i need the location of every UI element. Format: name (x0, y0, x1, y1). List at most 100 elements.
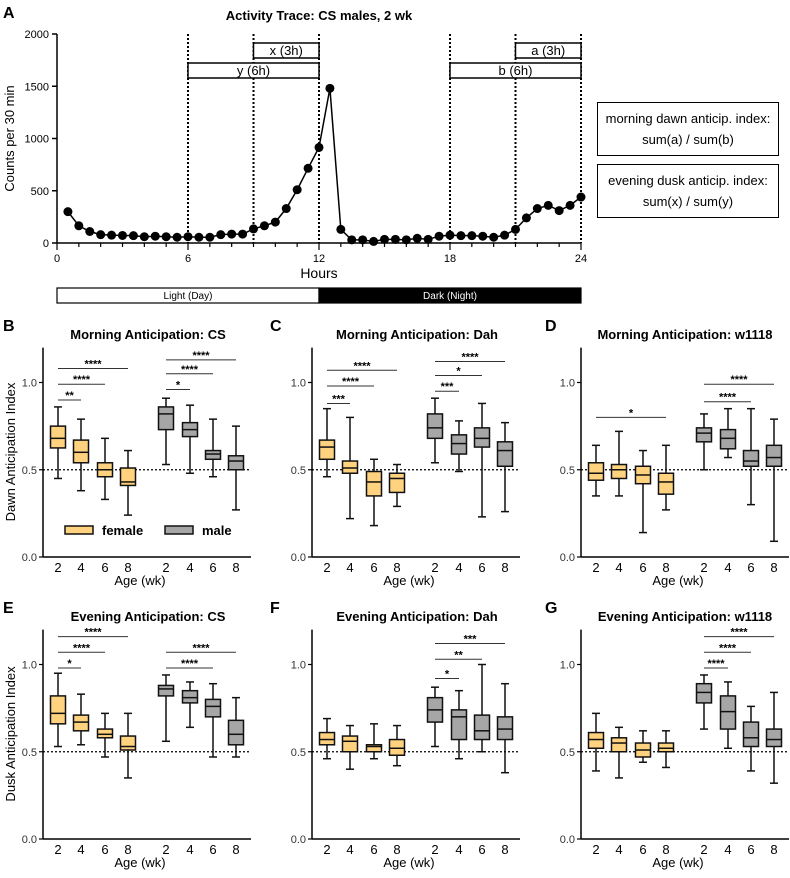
male-box-6wk (473, 402, 491, 518)
interval-label: b (6h) (499, 63, 533, 78)
x-tick-label: 6 (185, 253, 191, 265)
panel-label: D (545, 318, 557, 335)
significance-label: *** (332, 393, 346, 405)
male-box-8wk (765, 691, 783, 784)
significance-label: * (456, 366, 461, 378)
activity-point (107, 230, 117, 240)
x-tick-label: 4 (724, 560, 731, 575)
dark-phase-bar (318, 287, 582, 304)
female-box-2wk (587, 712, 605, 772)
significance-label: **** (707, 658, 725, 670)
activity-point (96, 230, 106, 240)
male-box-2wk (695, 674, 713, 730)
evening-index-formula: sum(x) / sum(y) (642, 194, 734, 209)
male-box-6wk (204, 682, 222, 758)
female-box-8wk (657, 444, 675, 511)
iqr-box (496, 716, 514, 741)
chart-title: Activity Trace: CS males, 2 wk (226, 8, 413, 23)
female-box-4wk (72, 418, 90, 492)
iqr-box (119, 735, 137, 751)
iqr-box (426, 413, 444, 440)
x-axis-label: Age (wk) (383, 573, 434, 588)
activity-point (576, 192, 586, 202)
female-box-4wk (610, 430, 628, 497)
activity-point (434, 231, 444, 241)
male-box-2wk (695, 413, 713, 471)
significance-label: **** (73, 642, 91, 654)
interval-box (187, 62, 320, 79)
activity-point (270, 217, 280, 227)
x-tick-label: 6 (747, 560, 754, 575)
panel-label: E (3, 600, 14, 617)
significance-label: * (445, 668, 450, 680)
x-tick-label: 4 (615, 842, 622, 857)
y-tick-label: 0.0 (291, 552, 306, 564)
female-box-4wk (341, 724, 359, 770)
male-box-2wk (157, 397, 175, 466)
iqr-box (72, 714, 90, 732)
x-tick-label: 4 (77, 842, 84, 857)
x-tick-label: 6 (209, 560, 216, 575)
male-box-6wk (204, 418, 222, 478)
x-tick-label: 8 (770, 842, 777, 857)
female-box-6wk (365, 723, 383, 760)
iqr-box (119, 467, 137, 487)
interval-label: x (3h) (270, 43, 303, 58)
x-tick-label: 8 (393, 842, 400, 857)
activity-point (489, 232, 499, 242)
x-tick-label: 8 (124, 560, 131, 575)
x-tick-label: 6 (639, 842, 646, 857)
y-tick-label: 500 (31, 186, 49, 198)
y-axis-label: Counts per 30 min (2, 85, 17, 191)
significance-label: **** (181, 658, 199, 670)
activity-point (511, 224, 520, 234)
x-tick-label: 12 (313, 253, 325, 265)
iqr-box (365, 744, 383, 753)
x-tick-label: 4 (455, 560, 462, 575)
female-box-6wk (365, 458, 383, 527)
x-tick-label: 6 (101, 560, 108, 575)
iqr-box (450, 434, 468, 455)
male-box-8wk (496, 421, 514, 513)
iqr-box (695, 682, 713, 704)
activity-point (478, 231, 488, 241)
activity-point (259, 221, 269, 231)
significance-label: **** (342, 376, 360, 388)
male-box-2wk (157, 674, 175, 743)
x-tick-label: 2 (54, 560, 61, 575)
x-tick-label: 6 (370, 560, 377, 575)
y-tick-label: 1.0 (291, 660, 306, 672)
activity-point (150, 231, 160, 241)
significance-label: * (629, 407, 634, 419)
significance-label: * (176, 379, 181, 391)
male-box-8wk (765, 418, 783, 543)
x-tick-label: 2 (162, 560, 169, 575)
female-box-4wk (72, 693, 90, 746)
x-tick-label: 4 (186, 842, 193, 857)
male-box-6wk (742, 705, 760, 772)
activity-point (85, 227, 95, 237)
significance-label: **** (73, 374, 91, 386)
activity-point (336, 224, 346, 234)
x-tick-label: 2 (54, 842, 61, 857)
panel-label: F (270, 600, 280, 617)
panel-b: B Morning Anticipation: CS Dawn Anticipati… (3, 318, 251, 588)
iqr-box (341, 735, 359, 753)
iqr-box (96, 728, 114, 739)
x-tick-label: 8 (393, 560, 400, 575)
x-tick-label: 6 (639, 560, 646, 575)
y-tick-label: 1000 (25, 134, 49, 146)
activity-point (205, 232, 215, 242)
iqr-box (719, 695, 737, 730)
iqr-box (765, 444, 783, 468)
significance-label: **** (192, 350, 210, 362)
iqr-box (318, 439, 336, 461)
x-tick-label: 4 (724, 842, 731, 857)
interval-box (449, 62, 582, 79)
y-tick-label: 1.0 (22, 660, 37, 672)
female-box-2wk (587, 444, 605, 497)
panel-label: A (3, 5, 15, 22)
female-box-2wk (318, 717, 336, 760)
x-tick-label: 4 (77, 560, 84, 575)
significance-label: **** (719, 642, 737, 654)
